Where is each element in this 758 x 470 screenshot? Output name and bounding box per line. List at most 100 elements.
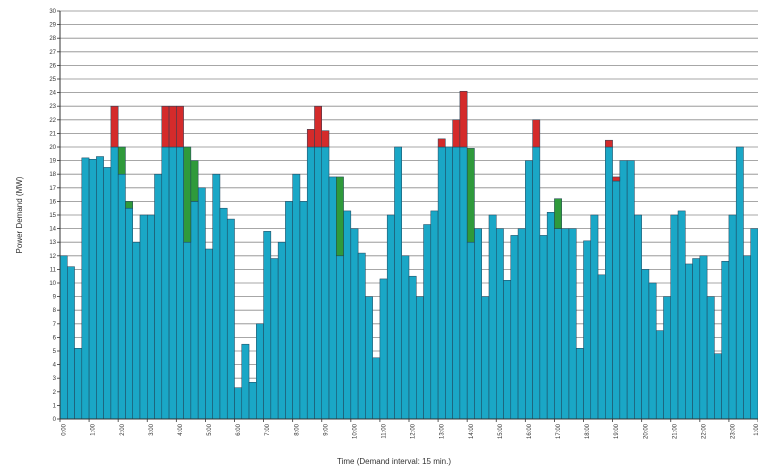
- bar-base-63: [517, 228, 526, 420]
- bar-red-15: [168, 105, 177, 148]
- y-tick-label: 12: [49, 254, 56, 260]
- bar-base-10: [132, 241, 141, 420]
- x-tick-label: 4:00: [178, 423, 184, 435]
- bar-base-61: [503, 280, 512, 420]
- y-tick-label: 28: [49, 36, 56, 42]
- bar-green-18: [190, 160, 199, 202]
- bar-red-14: [161, 105, 170, 148]
- bar-base-68: [554, 228, 562, 420]
- y-tick-label: 4: [53, 363, 57, 369]
- bar-base-62: [510, 235, 519, 420]
- y-tick-label: 16: [49, 199, 56, 205]
- x-tick-label: 0:00: [62, 423, 68, 435]
- x-tick-label: 19:00: [614, 423, 620, 439]
- bar-base-48: [408, 275, 417, 420]
- bar-base-6: [103, 167, 112, 420]
- bar-base-33: [299, 201, 308, 420]
- bar-base-22: [219, 207, 228, 420]
- x-tick-label: 7:00: [265, 423, 271, 435]
- bar-base-47: [401, 255, 410, 420]
- bar-base-28: [263, 231, 272, 420]
- x-tick-label: 9:00: [323, 423, 329, 435]
- bar-base-43: [372, 357, 381, 420]
- bar-red-65: [532, 119, 541, 148]
- bar-base-55: [459, 146, 468, 420]
- bar-base-70: [568, 228, 577, 420]
- bar-base-5: [96, 156, 104, 420]
- bar-base-50: [423, 224, 432, 420]
- bar-base-24: [234, 387, 243, 420]
- x-tick-label: 2:00: [120, 423, 126, 435]
- y-tick-label: 7: [53, 322, 57, 328]
- y-tick-label: 11: [50, 267, 57, 273]
- bar-base-91: [721, 260, 730, 420]
- bar-base-88: [699, 255, 708, 420]
- bar-base-54: [452, 146, 461, 420]
- bar-green-68: [554, 198, 562, 229]
- bar-green-38: [336, 176, 344, 257]
- x-tick-label: 8:00: [294, 423, 300, 435]
- bar-base-84: [670, 214, 679, 420]
- bar-base-49: [416, 296, 424, 420]
- bar-base-86: [685, 263, 693, 420]
- bar-base-37: [328, 176, 337, 420]
- bar-base-34: [306, 146, 315, 420]
- bar-green-8: [117, 146, 126, 175]
- y-tick-label: 23: [49, 104, 56, 110]
- y-tick-label: 14: [49, 227, 56, 233]
- bar-base-95: [750, 228, 758, 420]
- y-tick-label: 13: [49, 240, 56, 246]
- x-tick-label: 22:00: [701, 423, 707, 439]
- bar-base-29: [270, 258, 279, 420]
- bar-red-75: [605, 139, 613, 148]
- x-tick-label: 15:00: [498, 423, 504, 439]
- bar-red-76: [612, 176, 621, 182]
- y-tick-label: 24: [49, 91, 56, 97]
- y-tick-label: 5: [53, 349, 57, 355]
- bar-base-52: [437, 146, 446, 420]
- bar-base-14: [161, 146, 170, 420]
- bar-green-56: [466, 148, 475, 243]
- bar-base-19: [197, 187, 206, 420]
- bar-base-76: [612, 180, 621, 420]
- bar-base-85: [677, 210, 686, 420]
- bar-base-35: [314, 146, 322, 420]
- y-tick-label: 19: [49, 159, 56, 165]
- bar-base-25: [241, 343, 250, 420]
- bar-red-55: [459, 90, 468, 148]
- y-tick-label: 29: [49, 23, 56, 29]
- bar-base-60: [496, 228, 504, 420]
- bar-base-87: [692, 258, 701, 420]
- x-tick-label: 20:00: [643, 423, 649, 439]
- bar-base-0: [59, 255, 68, 420]
- y-tick-label: 6: [53, 335, 57, 341]
- y-tick-label: 30: [49, 9, 56, 15]
- x-tick-label: 10:00: [352, 423, 358, 439]
- bars: [59, 90, 758, 420]
- bar-base-2: [74, 348, 83, 420]
- x-tick-label: 16:00: [527, 423, 533, 439]
- y-tick-label: 18: [49, 172, 56, 178]
- bar-base-31: [285, 201, 293, 420]
- y-tick-label: 27: [49, 50, 56, 56]
- bar-base-83: [663, 296, 672, 420]
- bar-green-9: [125, 201, 133, 209]
- bar-red-7: [110, 105, 119, 148]
- y-axis-label: Power Demand (MW): [15, 176, 24, 253]
- y-tick-label: 1: [53, 403, 57, 409]
- y-tick-label: 15: [49, 213, 56, 219]
- bar-base-94: [743, 255, 751, 420]
- y-tick-label: 26: [49, 63, 56, 69]
- x-tick-label: 12:00: [411, 423, 417, 439]
- bar-base-12: [147, 214, 155, 420]
- bar-base-39: [343, 210, 352, 420]
- bar-base-11: [139, 214, 148, 420]
- bar-base-26: [248, 382, 257, 420]
- bar-base-1: [67, 266, 75, 420]
- x-tick-label: 1:00: [754, 423, 758, 435]
- bar-base-15: [168, 146, 177, 420]
- bar-red-36: [321, 130, 330, 148]
- x-tick-label: 17:00: [556, 423, 562, 439]
- bar-base-27: [256, 323, 264, 420]
